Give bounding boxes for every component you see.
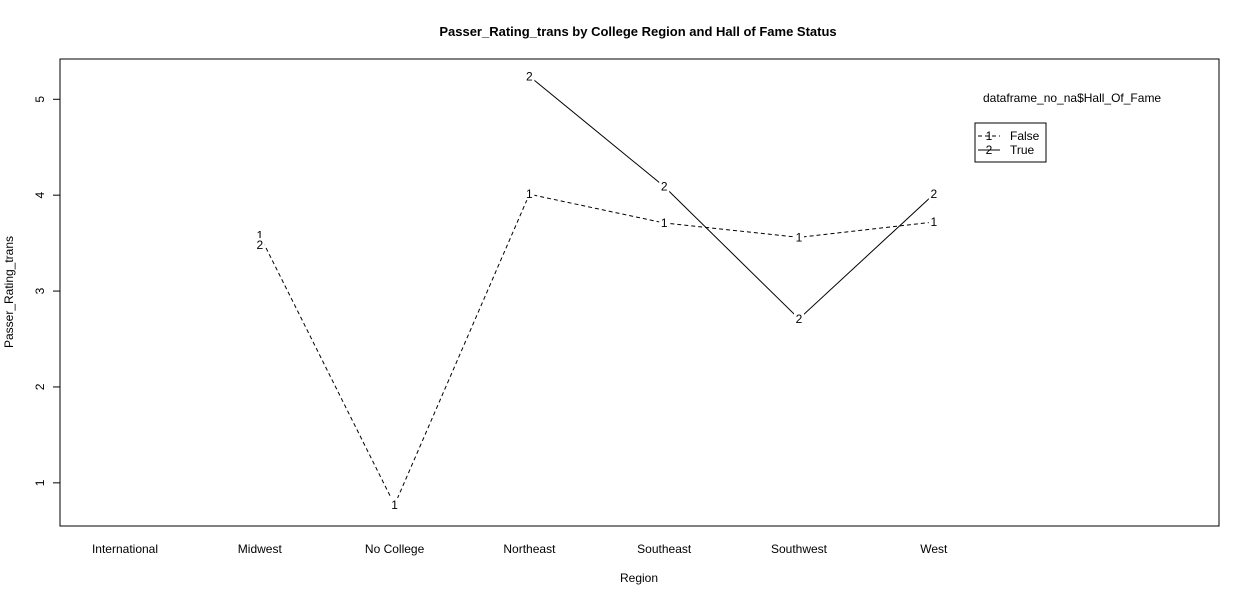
y-axis-label: Passer_Rating_trans	[2, 236, 16, 348]
point-knockout	[794, 230, 804, 244]
x-tick-label: Midwest	[238, 542, 283, 556]
data-point-true: 2	[796, 312, 803, 326]
x-tick-label: Northeast	[503, 542, 556, 556]
point-knockout	[524, 69, 535, 83]
x-tick-label: West	[920, 542, 948, 556]
y-axis: 1 2 3 4 5	[33, 96, 61, 486]
data-point-true: 2	[661, 180, 668, 194]
chart-title: Passer_Rating_trans by College Region an…	[439, 24, 836, 39]
data-point-false: 1	[526, 187, 533, 201]
point-knockout	[659, 179, 670, 193]
y-tick-label: 4	[33, 192, 47, 199]
y-tick-label: 1	[33, 479, 47, 486]
data-point-false: 1	[661, 216, 668, 230]
data-point-false: 1	[256, 228, 263, 242]
series-line-true	[529, 75, 935, 320]
legend-box	[974, 122, 1047, 163]
point-knockout	[794, 311, 804, 325]
data-point-true: 2	[526, 69, 533, 83]
x-axis: International Midwest No College Northeast S…	[92, 542, 948, 556]
legend-label: False	[1010, 129, 1040, 143]
data-point-false: 1	[391, 498, 398, 512]
point-knockout	[659, 215, 670, 229]
legend-symbol: 1	[986, 129, 993, 143]
x-tick-label: International	[92, 542, 158, 556]
y-tick-label: 3	[33, 287, 47, 294]
legend-title: dataframe_no_na$Hall_Of_Fame	[983, 91, 1161, 105]
legend: dataframe_no_na$Hall_Of_Fame 1 False 2 True	[974, 91, 1161, 163]
y-tick-label: 2	[33, 383, 47, 390]
series-line-false	[259, 193, 934, 507]
point-knockout	[524, 187, 535, 201]
y-tick-label: 5	[33, 96, 47, 103]
x-tick-label: Southeast	[637, 542, 692, 556]
x-tick-label: Southwest	[771, 542, 828, 556]
point-knockout	[389, 497, 400, 511]
point-knockout	[928, 187, 939, 201]
point-knockout	[928, 215, 939, 229]
data-point-true: 2	[930, 187, 937, 201]
data-point-true: 2	[256, 238, 263, 252]
data-point-false: 1	[796, 230, 803, 244]
point-knockout	[254, 238, 265, 252]
point-knockout	[254, 228, 265, 242]
legend-symbol: 2	[986, 143, 993, 157]
legend-label: True	[1010, 143, 1035, 157]
data-point-false: 1	[930, 215, 937, 229]
x-axis-label: Region	[620, 571, 658, 585]
x-tick-label: No College	[365, 542, 425, 556]
